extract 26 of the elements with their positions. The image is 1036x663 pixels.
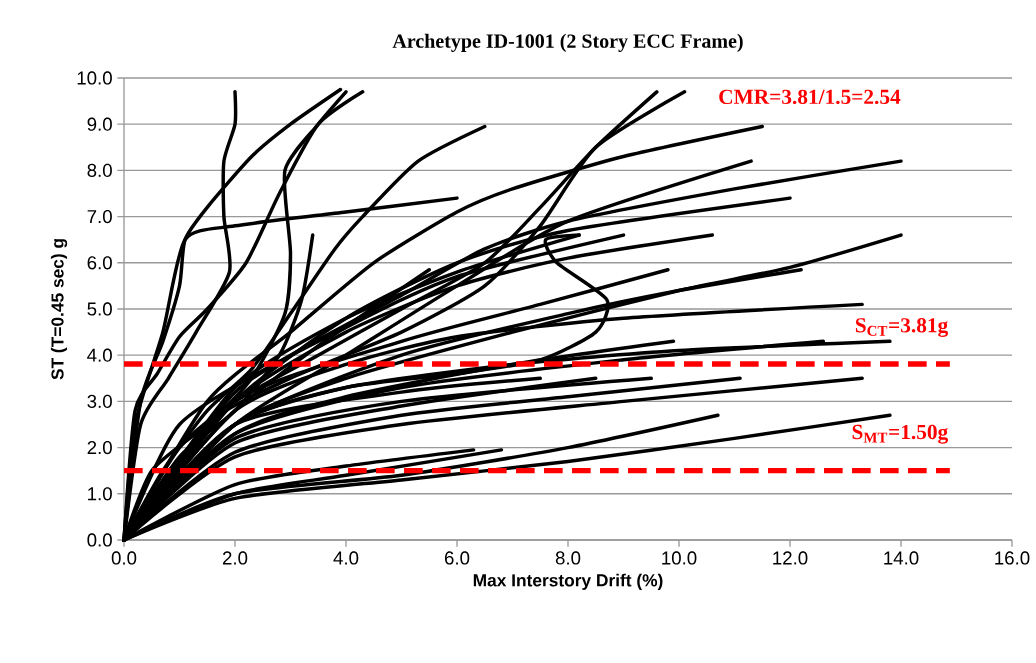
y-tick-label: 9.0 xyxy=(87,117,112,131)
x-tick-label: 8.0 xyxy=(555,551,581,565)
y-tick-label: 3.0 xyxy=(87,394,112,408)
x-tick-label: 0.0 xyxy=(111,551,137,565)
x-tick-label: 2.0 xyxy=(222,551,248,565)
ref-line-label: S$_{MT}$=1.50g xyxy=(852,424,949,444)
y-tick-label: 2.0 xyxy=(87,440,112,455)
y-tick-label: 6.0 xyxy=(87,256,112,270)
y-tick-label: 5.0 xyxy=(87,302,112,316)
x-tick-label: 14.0 xyxy=(884,551,919,565)
ref-line-label: S$_{CT}$=3.81g xyxy=(855,318,949,337)
y-tick-label: 7.0 xyxy=(87,209,112,224)
y-tick-label: 0.0 xyxy=(87,533,112,547)
x-tick-label: 4.0 xyxy=(333,551,359,565)
y-tick-label: 4.0 xyxy=(87,348,112,362)
annotation: CMR=3.81/1.5=2.54 xyxy=(719,89,901,105)
x-tick-label: 16.0 xyxy=(995,551,1030,565)
x-axis-title: Max Interstory Drift (%) xyxy=(473,573,663,590)
x-tick-label: 10.0 xyxy=(662,551,697,565)
y-tick-label: 10.0 xyxy=(77,71,112,85)
y-axis-title: ST (T=0.45 sec) g xyxy=(50,239,68,380)
x-tick-label: 6.0 xyxy=(444,551,470,565)
y-tick-label: 8.0 xyxy=(87,163,112,177)
y-tick-label: 1.0 xyxy=(88,487,112,501)
x-tick-label: 12.0 xyxy=(773,551,808,565)
chart-title: Archetype ID-1001 (2 Story ECC Frame) xyxy=(392,33,743,52)
